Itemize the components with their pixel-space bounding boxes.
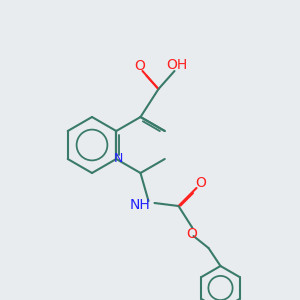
Text: NH: NH (130, 198, 151, 212)
Text: O: O (195, 176, 206, 190)
Text: O: O (134, 59, 145, 73)
Text: O: O (186, 227, 197, 241)
Text: OH: OH (166, 58, 187, 72)
Text: N: N (114, 152, 123, 166)
